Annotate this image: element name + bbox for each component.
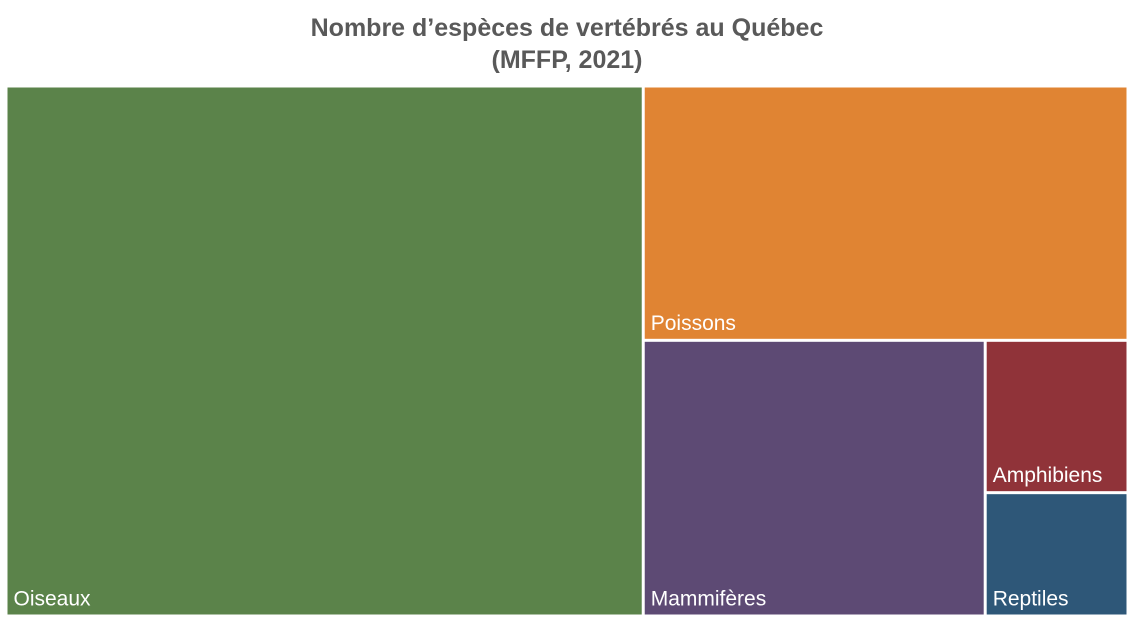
treemap-label-mammiferes: Mammifères: [651, 588, 767, 611]
treemap-tile-oiseaux: [7, 87, 642, 615]
treemap-tile-mammiferes: [644, 341, 984, 615]
treemap-tile-poissons: [644, 87, 1127, 339]
treemap-label-poissons: Poissons: [651, 312, 736, 335]
chart-title-line: Nombre d’espèces de vertébrés au Québec: [310, 14, 824, 42]
treemap-tile-amphibiens: [986, 341, 1127, 492]
treemap-tile-reptiles: [986, 494, 1127, 615]
treemap-label-reptiles: Reptiles: [993, 588, 1069, 611]
treemap-label-amphibiens: Amphibiens: [993, 464, 1103, 487]
chart-title: Nombre d’espèces de vertébrés au Québec …: [0, 12, 1134, 76]
chart-subtitle-line: (MFFP, 2021): [491, 46, 643, 74]
treemap-label-oiseaux: Oiseaux: [14, 588, 92, 611]
